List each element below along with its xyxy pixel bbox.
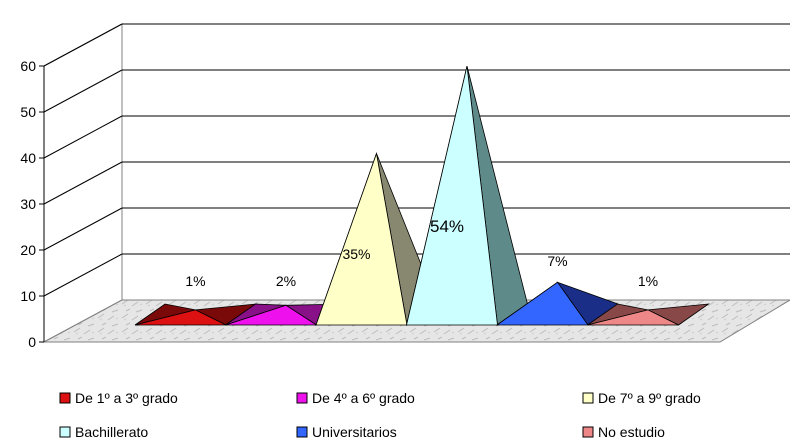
pyramid-front-face	[495, 281, 589, 326]
pyramids	[134, 66, 710, 327]
legend-label: De 1º a 3º grado	[75, 390, 178, 406]
legend-swatch	[296, 426, 308, 438]
legend-swatch	[582, 426, 594, 438]
legend-item: Bachillerato	[59, 424, 148, 440]
legend-item: De 4º a 6º grado	[296, 390, 415, 406]
legend-swatch	[59, 392, 71, 404]
data-label: 7%	[547, 253, 567, 269]
legend-label: No estudio	[598, 424, 665, 440]
pyramid	[134, 303, 258, 326]
pyramid-front-face	[225, 304, 318, 326]
y-tick-label: 40	[20, 150, 36, 166]
legend-label: Universitarios	[312, 424, 397, 440]
gridline-side	[43, 207, 123, 251]
legend-swatch	[59, 426, 71, 438]
pyramid-front-face	[134, 309, 227, 326]
gridline-side	[43, 161, 123, 205]
legend-item: No estudio	[582, 424, 665, 440]
y-tick-label: 20	[20, 242, 36, 258]
legend: De 1º a 3º grado De 4º a 6º grado De 7º a …	[59, 390, 701, 440]
legend-swatch	[296, 392, 308, 404]
gridline-side	[43, 253, 123, 297]
legend-label: Bachillerato	[75, 424, 148, 440]
data-label: 1%	[638, 273, 658, 289]
y-tick-label: 50	[20, 104, 36, 120]
pyramid	[405, 66, 528, 326]
gridline-side	[43, 69, 123, 113]
pyramid-front-face	[587, 309, 679, 326]
pyramid	[587, 303, 710, 326]
legend-label: De 7º a 9º grado	[598, 390, 701, 406]
data-label: 2%	[276, 273, 296, 289]
gridline-side	[43, 23, 123, 67]
data-label: 35%	[342, 246, 370, 262]
pyramid-front-face	[405, 66, 498, 326]
y-tick-label: 30	[20, 196, 36, 212]
legend-swatch	[582, 392, 594, 404]
y-tick-label: 10	[20, 288, 36, 304]
y-tick-label: 0	[28, 334, 36, 350]
data-labels: 1% 2% 35% 54% 7% 1%	[185, 217, 658, 289]
y-tick-label: 60	[20, 58, 36, 74]
data-label: 54%	[430, 217, 464, 236]
data-label: 1%	[185, 273, 205, 289]
legend-item: De 7º a 9º grado	[582, 390, 701, 406]
y-axis: 0 10 20 30 40 50 60	[20, 58, 45, 350]
pyramid-front-face	[315, 151, 408, 326]
legend-item: Universitarios	[296, 424, 397, 440]
legend-label: De 4º a 6º grado	[312, 390, 415, 406]
gridline-side	[43, 115, 123, 159]
legend-item: De 1º a 3º grado	[59, 390, 178, 406]
